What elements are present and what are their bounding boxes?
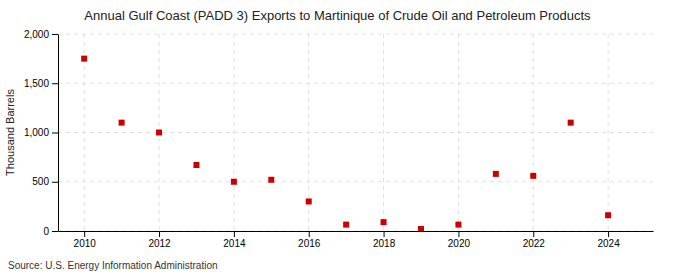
x-tick-mark	[84, 231, 85, 237]
y-tick-mark	[52, 231, 58, 232]
point	[530, 173, 536, 179]
x-tick-mark	[608, 231, 609, 237]
y-grid-line	[58, 181, 653, 182]
y-tick-label: 500	[32, 176, 49, 187]
point	[605, 212, 611, 218]
y-tick-mark	[52, 182, 58, 183]
point	[231, 179, 237, 185]
x-grid-line	[383, 34, 384, 231]
x-tick: 2020	[448, 231, 471, 249]
x-tick-mark	[159, 231, 160, 237]
point	[343, 222, 349, 228]
x-tick-label: 2016	[298, 238, 321, 249]
x-tick-label: 2018	[373, 238, 396, 249]
x-grid-line	[608, 34, 609, 231]
point	[306, 198, 312, 204]
y-tick-label: 2,000	[24, 29, 49, 40]
y-grid-line	[58, 34, 653, 35]
y-grid-line	[58, 231, 653, 232]
x-grid-line	[84, 34, 85, 231]
point	[381, 219, 387, 225]
points	[81, 56, 611, 231]
y-tick-mark	[52, 83, 58, 84]
x-grid-line	[533, 34, 534, 231]
point	[455, 222, 461, 228]
point	[193, 162, 199, 168]
y-tick: 500	[32, 176, 58, 187]
y-axis: 0 500 1,000 1,500 2,000	[24, 29, 59, 237]
y-tick: 1,500	[24, 78, 58, 89]
y-tick-mark	[52, 34, 58, 35]
x-tick: 2010	[74, 231, 97, 249]
point	[568, 120, 574, 126]
y-tick-label: 1,000	[24, 127, 49, 138]
x-tick-label: 2020	[448, 238, 471, 249]
y-axis-title: Thousand Barrels	[4, 89, 16, 176]
y-tick-label: 1,500	[24, 78, 49, 89]
point	[493, 171, 499, 177]
point	[119, 120, 125, 126]
x-tick-label: 2010	[74, 238, 97, 249]
x-tick: 2016	[298, 231, 321, 249]
x-grid-line	[233, 34, 234, 231]
y-tick: 2,000	[24, 29, 58, 40]
x-tick: 2024	[597, 231, 620, 249]
x-tick-mark	[458, 231, 459, 237]
point	[81, 56, 87, 62]
x-tick: 2014	[223, 231, 246, 249]
y-grid-line	[58, 132, 653, 133]
point	[268, 177, 274, 183]
x-tick-label: 2014	[223, 238, 246, 249]
x-grid-line	[458, 34, 459, 231]
point	[156, 130, 162, 136]
chart-container: 2010 2012 2014 2016 2018 2020 2022 2024 0 500 1,00…	[0, 0, 675, 275]
y-tick: 1,000	[24, 127, 58, 138]
title: Annual Gulf Coast (PADD 3) Exports to Ma…	[84, 8, 591, 23]
x-tick-mark	[533, 231, 534, 237]
chart-svg: 2010 2012 2014 2016 2018 2020 2022 2024 0 500 1,00…	[0, 0, 675, 275]
x-axis: 2010 2012 2014 2016 2018 2020 2022 2024	[59, 231, 654, 249]
x-tick: 2018	[373, 231, 396, 249]
y-tick-label: 0	[43, 226, 49, 237]
y-tick-mark	[52, 133, 58, 134]
x-tick: 2012	[148, 231, 171, 249]
page: {"chart_data": {"type": "scatter", "titl…	[0, 0, 675, 275]
y-grid-line	[58, 83, 653, 84]
x-tick-label: 2024	[597, 238, 620, 249]
x-axis-line	[59, 231, 654, 232]
plot-area: 2010 2012 2014 2016 2018 2020 2022 2024 0 500 1,00…	[24, 29, 654, 249]
x-tick-mark	[384, 231, 385, 237]
x-tick: 2022	[523, 231, 546, 249]
x-tick-mark	[234, 231, 235, 237]
y-axis-line	[58, 35, 59, 232]
x-tick-label: 2022	[523, 238, 546, 249]
y-tick: 0	[43, 226, 58, 237]
point	[418, 226, 424, 231]
x-tick-label: 2012	[148, 238, 171, 249]
x-tick-mark	[309, 231, 310, 237]
grid	[58, 34, 653, 231]
annotation: Source: U.S. Energy Information Administ…	[8, 260, 218, 271]
